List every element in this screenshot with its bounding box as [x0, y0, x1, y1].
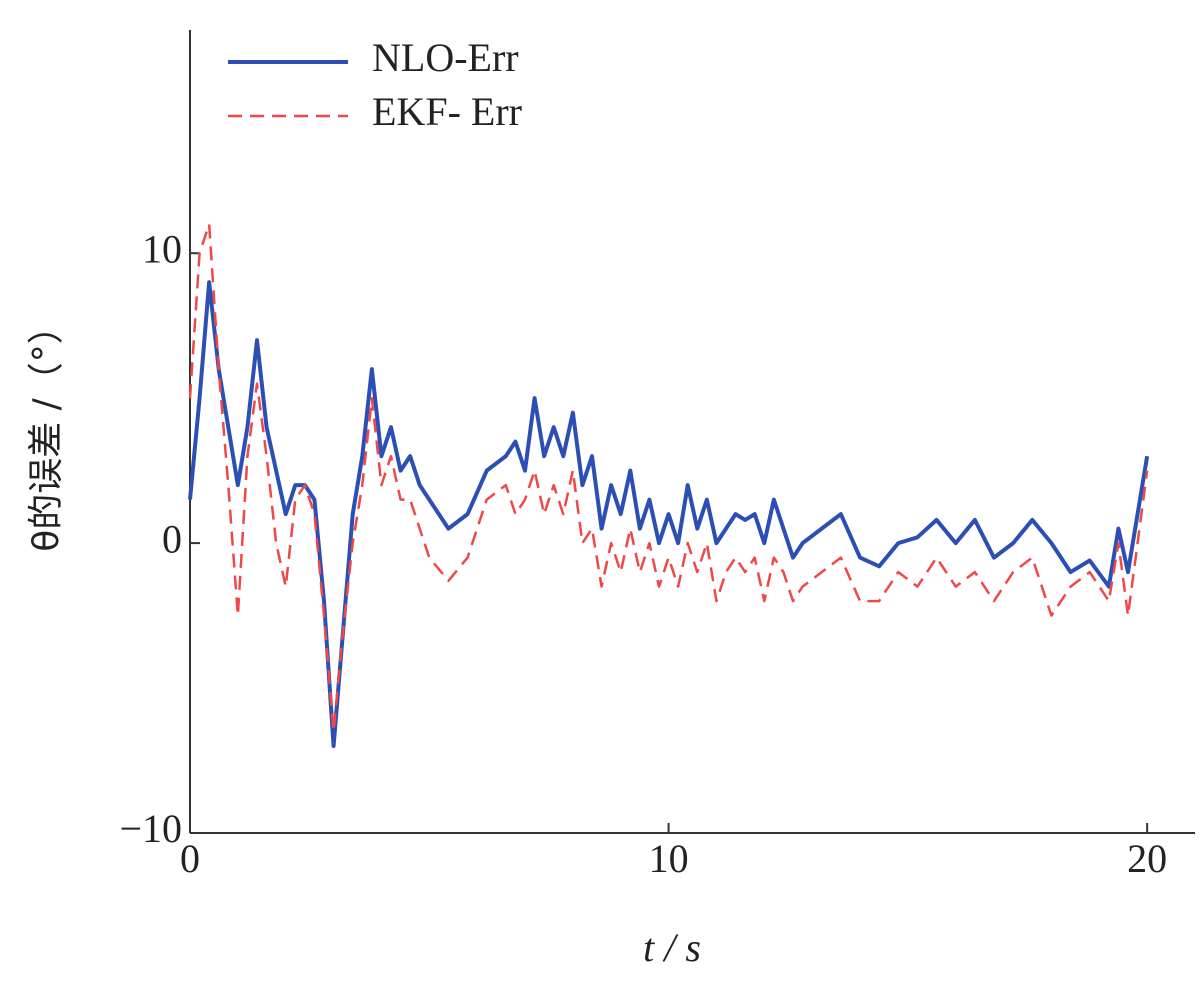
x-tick-label: 0	[180, 836, 200, 881]
legend-label: NLO-Err	[372, 35, 519, 80]
data-line	[188, 222, 1149, 733]
data-line	[188, 280, 1150, 749]
y-tick-label: −10	[119, 806, 182, 851]
x-tick-label: 10	[649, 836, 689, 881]
x-axis-label: t / s	[643, 925, 701, 970]
x-tick-label: 20	[1127, 836, 1167, 881]
y-tick-label: 10	[142, 226, 182, 271]
y-tick-label: 0	[162, 516, 182, 561]
legend-label: EKF- Err	[372, 89, 522, 134]
y-axis-label: θ的误差 /（°）	[26, 308, 67, 552]
